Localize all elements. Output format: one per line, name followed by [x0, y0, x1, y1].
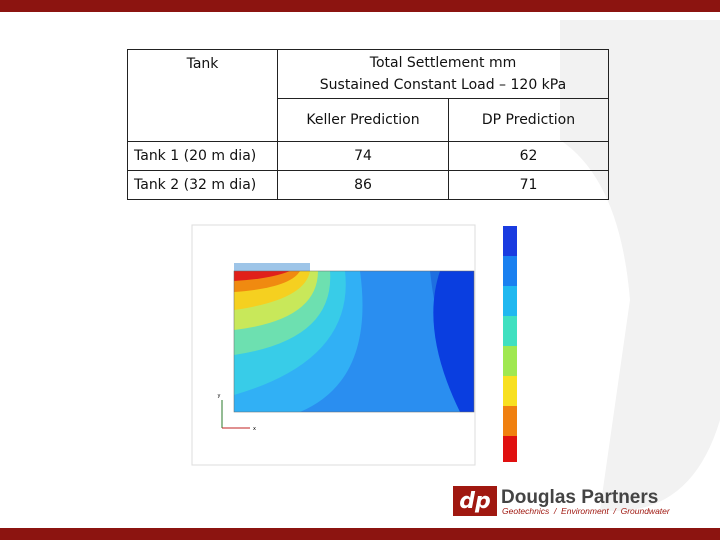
axis-label: x [253, 426, 256, 432]
svg-text:dp: dp [459, 489, 491, 514]
settlement-table: Tank Total Settlement mm Sustained Consta… [127, 49, 609, 200]
header-keller: Keller Prediction [277, 98, 449, 142]
logo-tagline: Geotechnics / Environment / Groundwater [502, 506, 671, 516]
cell: 86 [277, 170, 449, 200]
header-dp: DP Prediction [448, 98, 609, 142]
header-line: Sustained Constant Load – 120 kPa [319, 77, 567, 93]
cell: 62 [448, 141, 609, 171]
header-line: Total Settlement mm [369, 55, 517, 71]
cell: 74 [277, 141, 449, 171]
header-group: Total Settlement mm Sustained Constant Lo… [277, 49, 609, 99]
cell: Tank 2 (32 m dia) [127, 170, 278, 200]
cell: 71 [448, 170, 609, 200]
top-bar [0, 0, 720, 12]
colorbar [503, 226, 517, 462]
axis-label: y [218, 393, 221, 399]
bottom-bar [0, 528, 720, 540]
cell: Tank 1 (20 m dia) [127, 141, 278, 171]
logo-name: Douglas Partners [501, 487, 658, 508]
